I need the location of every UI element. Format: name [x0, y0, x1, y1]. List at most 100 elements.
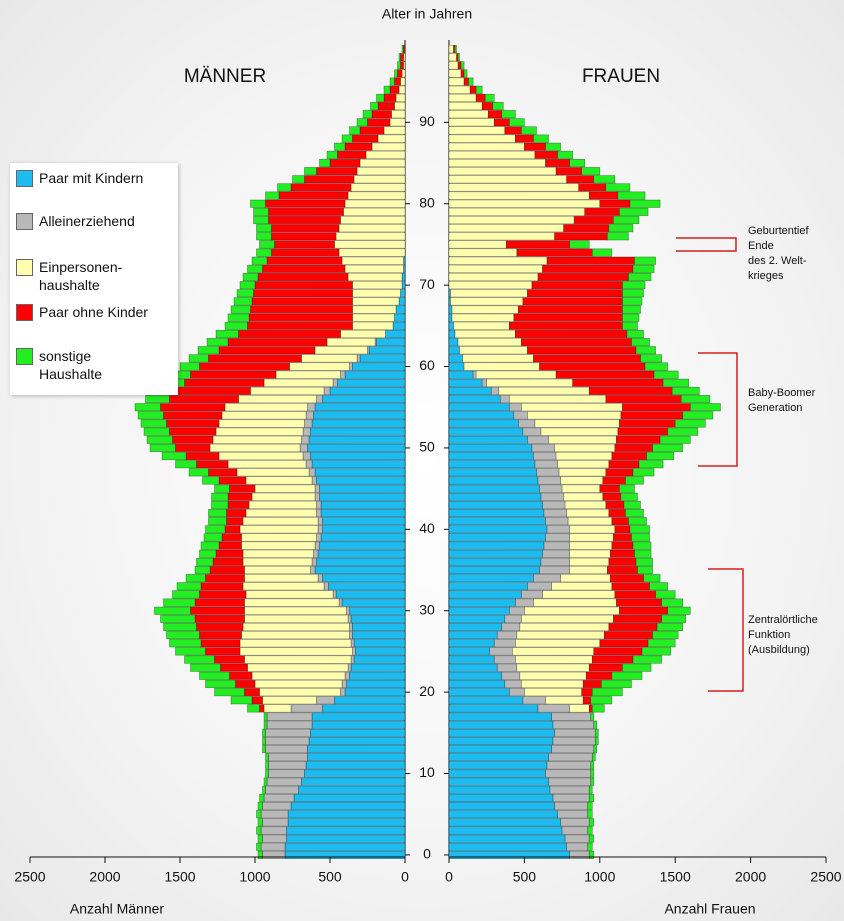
bar — [268, 215, 341, 225]
bar — [546, 256, 635, 265]
bar — [475, 85, 483, 94]
bar — [533, 452, 557, 461]
bar — [308, 468, 316, 477]
bar — [521, 614, 614, 623]
bar — [244, 688, 260, 697]
bar — [238, 395, 317, 404]
bar — [513, 313, 623, 322]
bar — [314, 484, 320, 493]
bar — [448, 305, 453, 314]
bar — [460, 61, 465, 70]
bar — [263, 378, 334, 387]
bar — [448, 142, 525, 151]
bar — [448, 313, 453, 322]
bar — [242, 549, 314, 558]
bar — [344, 264, 404, 273]
bar — [448, 704, 539, 713]
bar — [448, 574, 534, 583]
bar — [343, 207, 406, 216]
bar — [542, 500, 566, 509]
annotation: Zentralörtliche — [748, 614, 818, 626]
bar — [229, 671, 253, 680]
bar — [218, 541, 242, 550]
bracket — [676, 237, 737, 252]
bar — [304, 175, 355, 184]
bar — [590, 696, 613, 705]
bar — [585, 671, 613, 680]
bar — [539, 565, 570, 575]
bar — [611, 582, 650, 591]
bar — [569, 704, 590, 713]
bar — [317, 549, 406, 558]
bar — [635, 346, 656, 355]
bar — [572, 378, 664, 387]
bar — [448, 500, 543, 509]
bar — [489, 647, 513, 656]
bar — [448, 395, 501, 404]
bar — [196, 460, 229, 469]
bar — [344, 671, 350, 680]
legend: Paar mit Kindern Alleinerziehend Einperson… — [10, 163, 178, 395]
bar — [504, 679, 522, 689]
bar — [335, 590, 406, 599]
bar — [448, 77, 465, 86]
bar — [314, 468, 406, 477]
bar — [448, 272, 539, 282]
bar — [311, 460, 406, 469]
bar — [569, 525, 616, 534]
bar — [311, 720, 406, 729]
bar — [448, 663, 498, 672]
bar — [453, 45, 456, 54]
bar — [555, 452, 613, 461]
bar — [448, 321, 454, 330]
bar — [200, 639, 241, 648]
bar — [226, 517, 244, 526]
bar — [591, 688, 623, 697]
bar — [262, 745, 266, 754]
bar — [316, 500, 322, 509]
bar — [448, 61, 459, 70]
bar — [594, 736, 599, 746]
bar — [588, 663, 623, 672]
bar — [211, 492, 229, 501]
bar — [370, 102, 379, 111]
bar — [239, 639, 352, 648]
bar — [539, 362, 646, 371]
legend-swatch — [16, 170, 33, 187]
bar — [521, 403, 623, 412]
bar — [661, 614, 687, 623]
bar — [537, 476, 561, 485]
bar — [322, 395, 406, 404]
bar — [564, 500, 607, 509]
bar — [569, 240, 590, 249]
bar — [227, 338, 328, 347]
bar — [214, 655, 245, 664]
bar — [344, 142, 373, 151]
bar — [247, 704, 260, 713]
bar — [599, 484, 620, 493]
bar — [337, 378, 406, 387]
bar — [457, 61, 462, 70]
bar — [448, 224, 564, 233]
bar — [341, 679, 347, 689]
bar — [605, 468, 634, 477]
bar — [163, 411, 223, 420]
bar — [662, 378, 690, 387]
bar — [551, 745, 595, 754]
bar — [316, 696, 335, 705]
bar — [349, 671, 406, 680]
bar — [515, 598, 534, 607]
bar — [218, 419, 305, 428]
bar — [205, 574, 245, 583]
bar — [352, 321, 394, 330]
bar — [314, 541, 320, 550]
bar — [352, 622, 406, 632]
bar — [394, 69, 398, 78]
bar — [268, 769, 305, 778]
bar — [199, 631, 242, 640]
bar — [588, 834, 595, 843]
bar — [563, 492, 604, 501]
bar — [493, 655, 516, 664]
bar — [682, 411, 714, 420]
bar — [484, 93, 495, 102]
